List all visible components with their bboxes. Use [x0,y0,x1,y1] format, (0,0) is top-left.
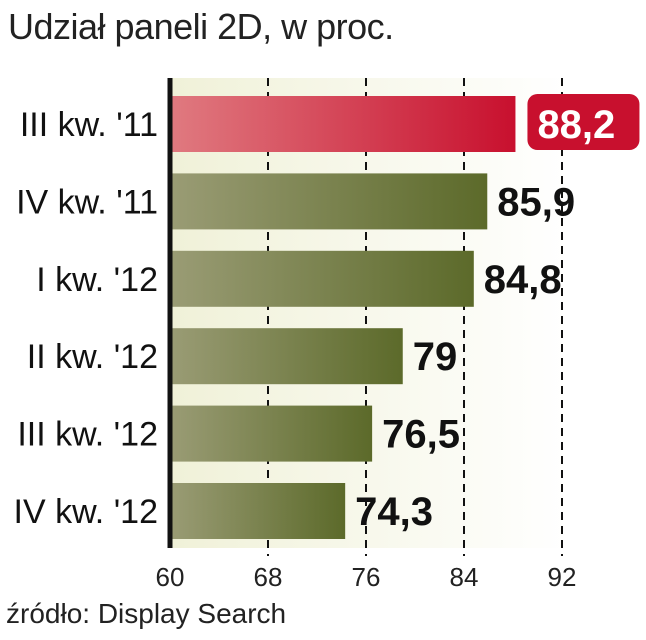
bar [170,173,488,230]
value-label: 88,2 [537,103,615,147]
value-label: 85,9 [497,180,575,224]
value-badge [527,94,640,150]
chart-title: Udział paneli 2D, w proc. [8,6,394,47]
category-label: IV kw. '12 [14,493,158,531]
value-label: 79 [413,335,458,379]
x-tick-label: 60 [156,562,185,592]
value-label: 84,8 [484,258,562,302]
x-tick-label: 84 [450,562,479,592]
plot-background [170,78,568,548]
category-label: III kw. '12 [17,416,158,454]
x-tick-label: 68 [254,562,283,592]
category-label: III kw. '11 [20,106,158,144]
value-label: 76,5 [382,413,460,457]
bar [170,405,373,462]
x-tick-label: 76 [352,562,381,592]
source-note: źródło: Display Search [6,598,287,629]
grid-lines [267,78,563,556]
x-tick-label: 92 [548,562,577,592]
bar [170,483,346,539]
labels: 60 68 76 84 92 III kw. '11 88,2 IV kw. '11 85,9 I… [14,94,640,592]
bars [170,96,516,539]
bar [170,250,474,307]
category-label: II kw. '12 [27,338,158,376]
value-label: 74,3 [355,490,433,534]
category-label: I kw. '12 [36,261,158,299]
category-label: IV kw. '11 [16,183,158,221]
bar-highlight [170,96,516,152]
bar [170,328,403,385]
